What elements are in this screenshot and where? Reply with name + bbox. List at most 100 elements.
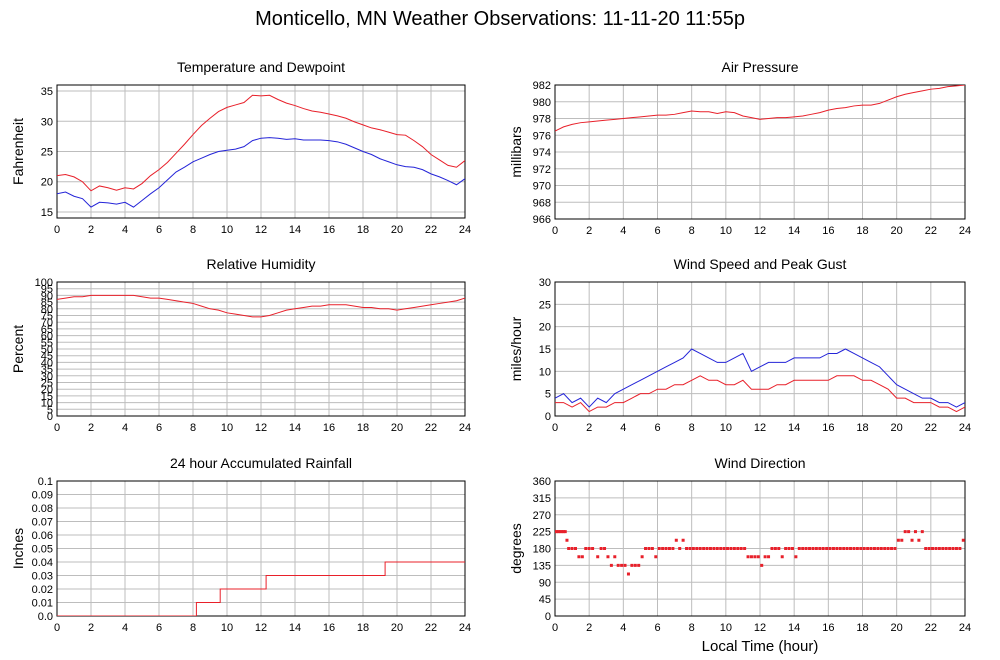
direction-x-tick-label: 16 [822,622,834,634]
direction-point [794,555,798,559]
direction-point [698,547,702,550]
rain-y-tick-label: 0.03 [32,571,53,583]
temp-series-red-line [57,94,465,192]
direction-point [797,547,801,550]
pressure-ylabel: millibars [508,126,524,177]
direction-point [691,547,695,550]
direction-y-tick-label: 0 [545,611,551,623]
pressure-y-tick-label: 966 [533,214,551,226]
direction-point [591,547,595,550]
rain-ylabel: Inches [10,528,26,569]
direction-point [961,538,965,542]
wind-x-tick-label: 24 [959,422,971,434]
humidity-title: Relative Humidity [207,256,316,272]
direction-point [736,547,740,550]
wind-y-tick-label: 5 [545,389,551,401]
direction-point [606,555,610,559]
direction-point [931,547,935,550]
direction-point [722,547,726,550]
rain-y-tick-label: 0.06 [32,530,53,542]
rain-x-tick-label: 18 [357,622,369,634]
rain-y-tick-label: 0.0 [38,611,53,623]
direction-x-tick-label: 8 [689,622,695,634]
direction-point [613,555,617,559]
direction-point [664,547,668,550]
humidity-x-tick-label: 10 [221,422,233,434]
direction-point [609,563,613,567]
direction-point [879,547,883,550]
direction-point [773,547,777,550]
temp-x-tick-label: 24 [459,224,471,236]
direction-point [587,547,591,550]
direction-point [814,547,818,550]
humidity-x-tick-label: 0 [54,422,60,434]
direction-point [883,547,887,550]
direction-point [913,530,917,534]
direction-point [790,547,794,550]
direction-point [626,572,630,576]
direction-x-tick-label: 20 [891,622,903,634]
direction-point [920,530,924,534]
direction-point [702,547,706,550]
direction-x-tick-label: 12 [754,622,766,634]
direction-point [556,530,560,534]
wind-series-blue-line [555,348,965,408]
direction-point [903,530,907,534]
humidity-x-tick-label: 24 [459,422,471,434]
humidity-y-tick-label: 5 [47,404,53,416]
direction-point [695,547,699,550]
temp-frame [56,84,466,219]
humidity-y-tick-label: 10 [41,398,53,410]
humidity-x-tick-label: 18 [357,422,369,434]
humidity-y-tick-label: 15 [41,391,53,403]
direction-point [808,547,812,550]
direction-point [818,547,822,550]
humidity-series-red-line [57,294,465,318]
direction-point [801,547,805,550]
direction-point [570,547,574,550]
pressure-x-tick-label: 20 [891,225,903,237]
direction-point [763,555,767,559]
humidity-y-tick-label: 65 [41,324,53,336]
direction-point [835,547,839,550]
direction-point [657,547,661,550]
direction-point [644,547,648,550]
wind-title: Wind Speed and Peak Gust [674,256,847,272]
temp-x-tick-label: 0 [54,224,60,236]
direction-point [937,547,941,550]
temp-x-tick-label: 20 [391,224,403,236]
temp-x-tick-label: 10 [221,224,233,236]
direction-point [596,555,600,559]
humidity-y-tick-label: 100 [35,277,53,289]
direction-point [708,547,712,550]
direction-point [876,547,880,550]
direction-point [647,547,651,550]
direction-point [753,555,757,559]
direction-point [661,547,665,550]
wind-y-tick-label: 15 [539,344,551,356]
direction-ylabel: degrees [508,523,524,574]
temp-x-tick-label: 12 [255,224,267,236]
temp-y-tick-label: 35 [41,86,53,98]
direction-point [678,547,682,550]
humidity-y-tick-label: 0 [47,411,53,423]
direction-point [855,547,859,550]
humidity-y-tick-label: 35 [41,364,53,376]
direction-y-tick-label: 135 [533,560,551,572]
pressure-x-tick-label: 6 [654,225,660,237]
pressure-x-tick-label: 2 [586,225,592,237]
rain-x-tick-label: 20 [391,622,403,634]
direction-y-tick-label: 315 [533,493,551,505]
direction-point [599,547,603,550]
direction-point [574,547,577,550]
direction-point [917,538,921,542]
temp-ylabel: Fahrenheit [10,118,26,185]
direction-x-tick-label: 22 [925,622,937,634]
rain-x-tick-label: 6 [156,622,162,634]
direction-point [726,547,730,550]
rain-y-tick-label: 0.08 [32,503,53,515]
rain-y-tick-label: 0.05 [32,544,53,556]
humidity-x-tick-label: 14 [289,422,301,434]
direction-point [749,555,753,559]
